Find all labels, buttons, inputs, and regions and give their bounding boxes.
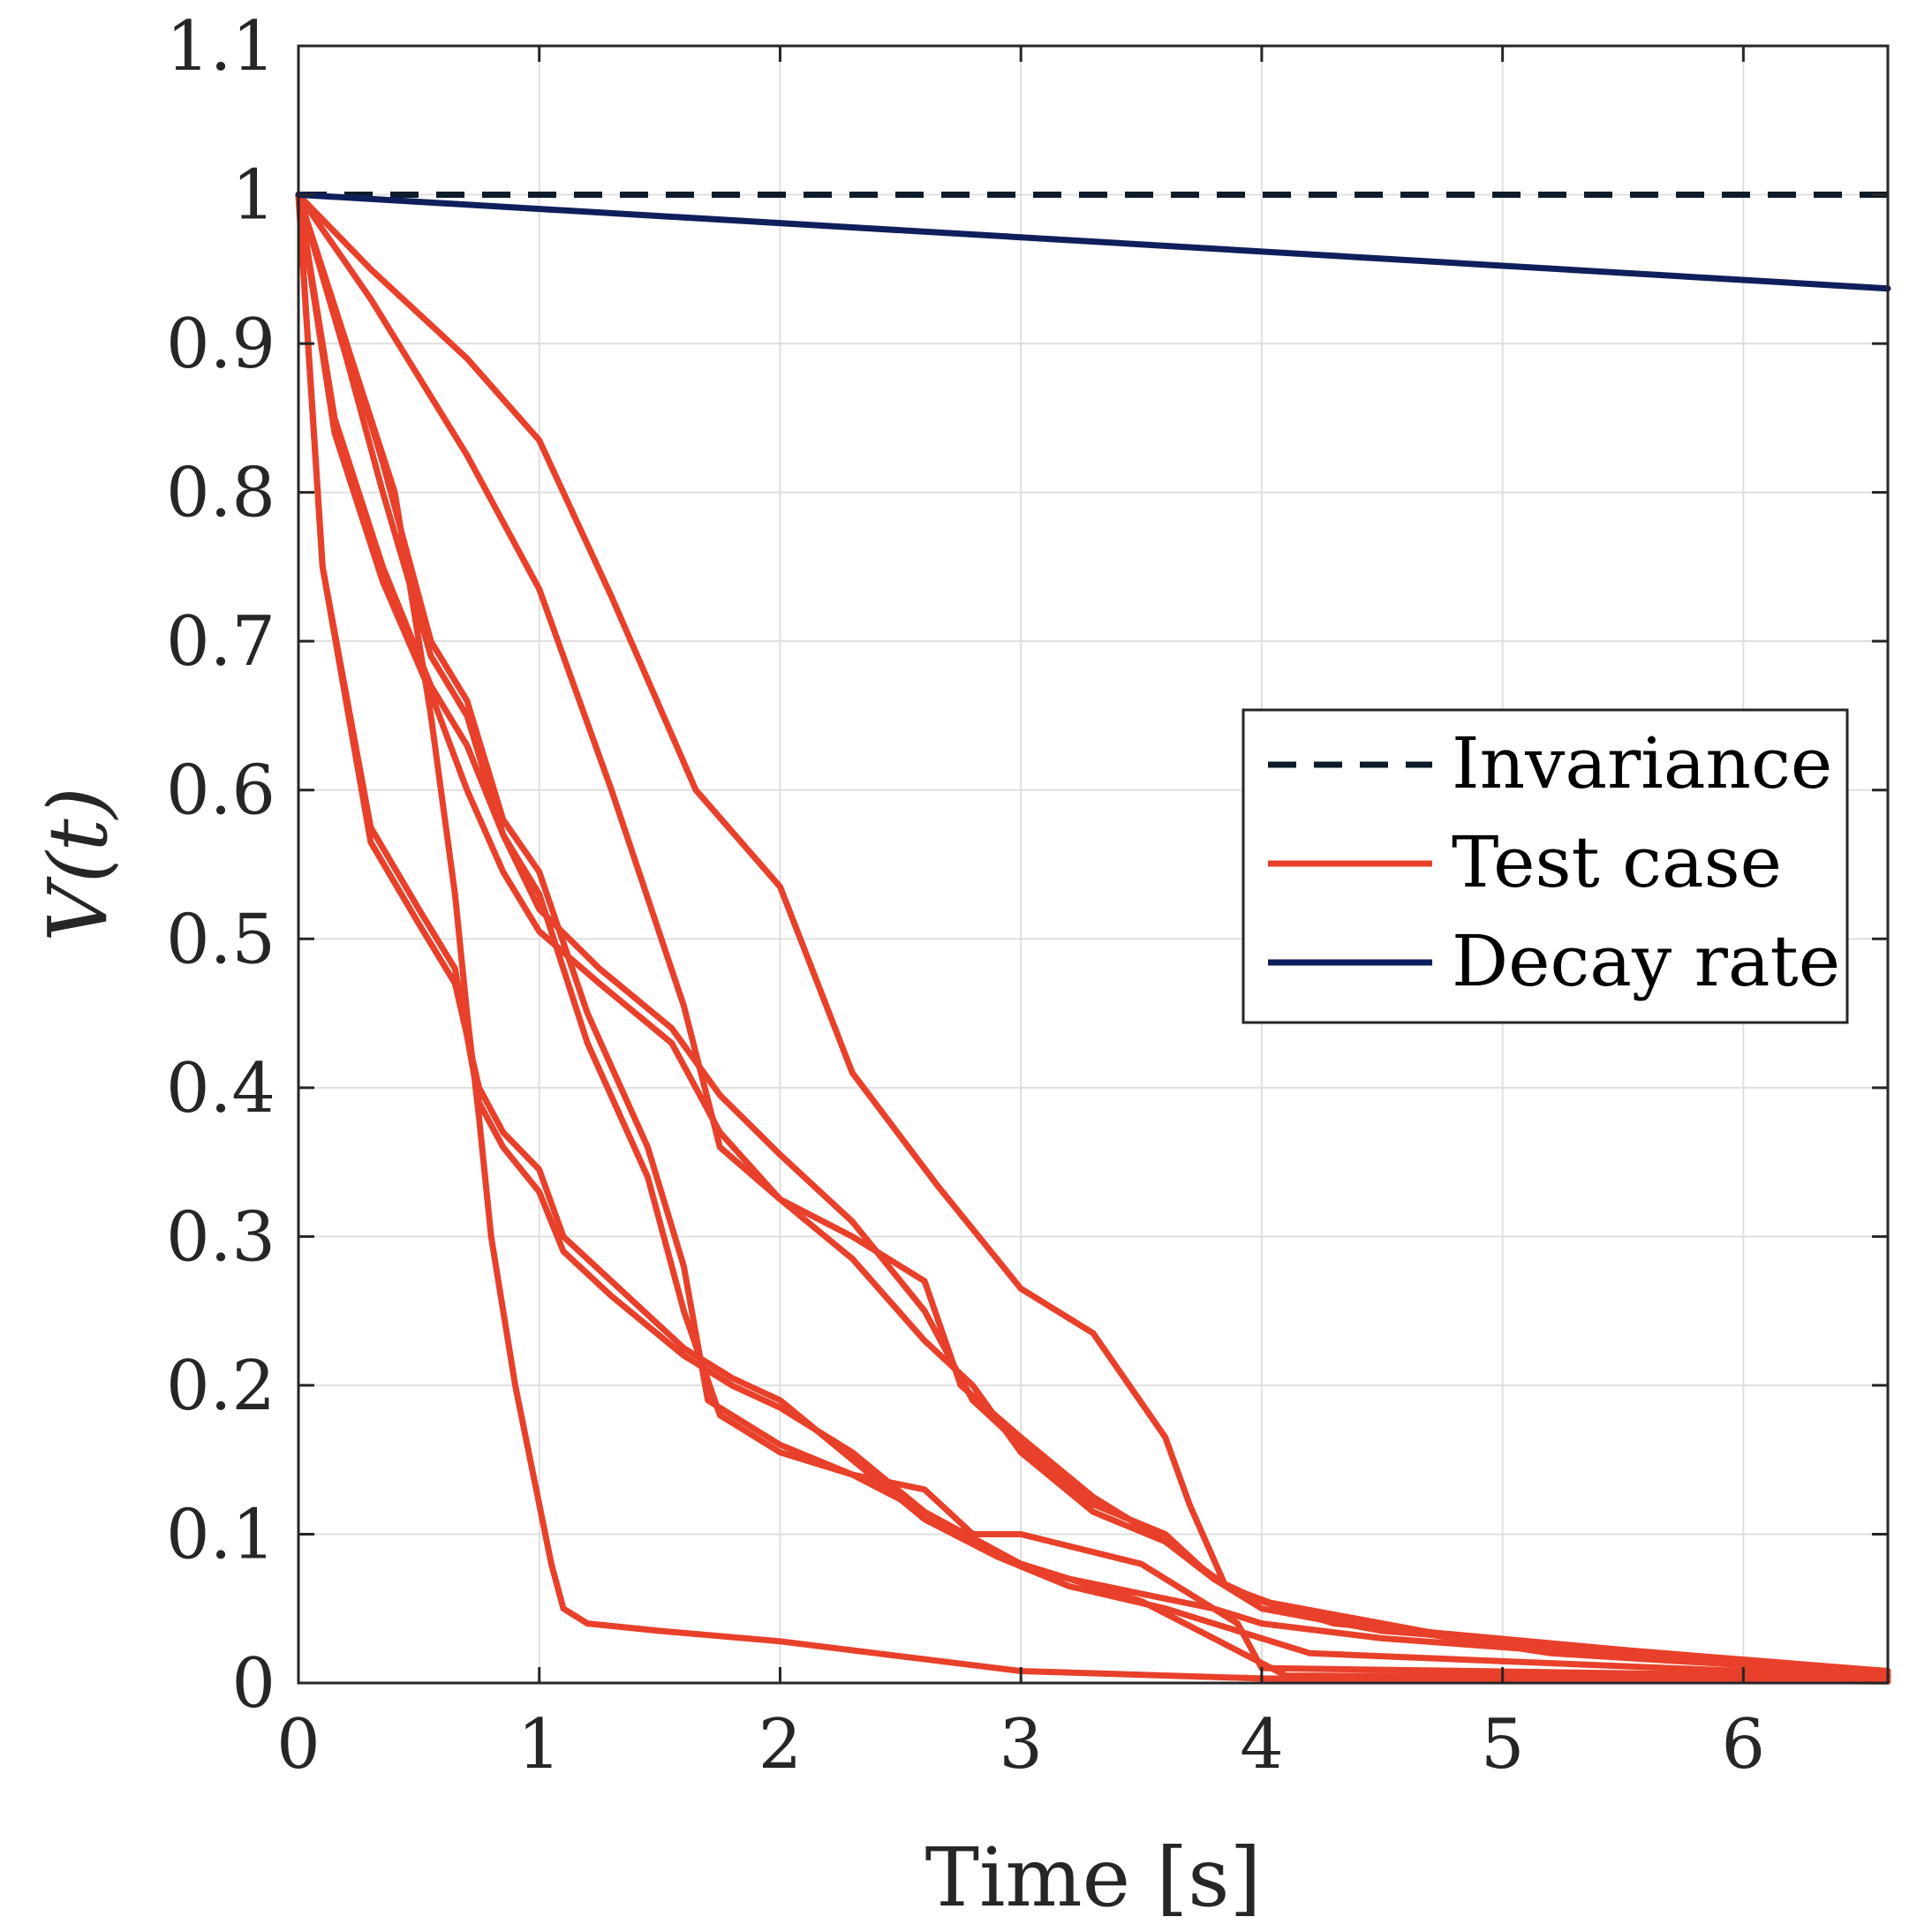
y-tick-label: 0.8 — [166, 454, 275, 533]
x-tick-label: 3 — [999, 1705, 1043, 1785]
y-tick-label: 0.7 — [166, 602, 275, 682]
legend: Invariance Test case Decay rate — [1241, 708, 1849, 1024]
x-tick-label: 5 — [1481, 1705, 1525, 1785]
x-tick-label: 2 — [758, 1705, 803, 1785]
series-line-test-case-5 — [295, 192, 1891, 1680]
series-line-test-case-8 — [295, 192, 1891, 1680]
y-axis-label: V(t) — [31, 787, 125, 941]
legend-label: Test case — [1452, 821, 1782, 903]
series-line-test-case-4 — [295, 192, 1891, 1678]
y-tick-label: 1.1 — [166, 7, 275, 87]
x-axis-label: Time [s] — [925, 1830, 1262, 1925]
series-line-decay-rate-10 — [295, 192, 1891, 292]
y-tick-label: 1 — [231, 156, 275, 236]
series-line-test-case-7 — [295, 192, 1891, 1679]
y-tick-label: 0.1 — [166, 1495, 275, 1574]
y-tick-label: 0.9 — [166, 305, 275, 384]
y-tick-label: 0 — [231, 1644, 275, 1724]
plot-area — [295, 192, 1891, 1685]
x-tick-label: 4 — [1240, 1705, 1284, 1785]
x-tick-label: 1 — [517, 1705, 562, 1785]
axis-labels: Time [s] V(t) — [31, 787, 1261, 1925]
series-line-test-case-9 — [295, 192, 1891, 1685]
legend-label: Invariance — [1452, 722, 1832, 804]
axes-box — [297, 44, 1890, 1685]
y-tick-label: 0.6 — [166, 751, 275, 831]
y-tick-label: 0.5 — [166, 900, 275, 979]
legend-label: Decay rate — [1452, 920, 1840, 1002]
axes: 0 1 2 3 4 5 6 0 0.1 0.2 0.3 0.4 0.5 0.6 0.7 0.8 0.9 1 1.1 — [166, 7, 1890, 1785]
y-tick-label: 0.4 — [166, 1049, 275, 1128]
y-tick-label: 0.2 — [166, 1347, 275, 1426]
x-tick-label: 0 — [276, 1705, 321, 1785]
x-tick-label: 6 — [1722, 1705, 1766, 1785]
y-tick-label: 0.3 — [166, 1197, 275, 1277]
